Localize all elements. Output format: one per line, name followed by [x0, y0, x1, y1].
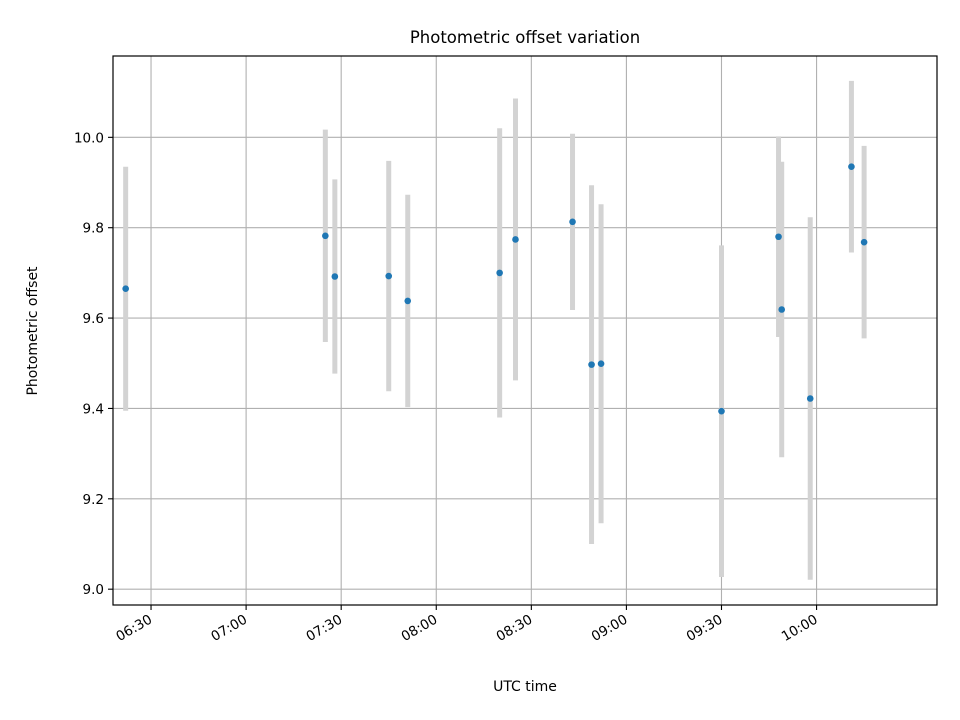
- data-point: [122, 285, 129, 293]
- y-tick-label: 9.4: [83, 401, 104, 417]
- data-point: [778, 306, 786, 313]
- chart-title: Photometric offset variation: [410, 28, 640, 47]
- plot-frame: [112, 55, 938, 606]
- y-tick-label: 9.8: [83, 221, 104, 237]
- y-axis-label: Photometric offset: [25, 266, 41, 396]
- y-tick-label: 9.2: [83, 492, 104, 508]
- data-point: [404, 297, 412, 305]
- y-tick-label: 9.0: [83, 582, 104, 598]
- data-point: [588, 361, 595, 368]
- data-point: [512, 236, 519, 243]
- data-point: [775, 233, 782, 241]
- data-point: [569, 218, 576, 226]
- data-point: [860, 238, 868, 246]
- data-point: [322, 232, 329, 240]
- data-points: [122, 163, 868, 415]
- y-tick-label: 9.6: [83, 311, 104, 327]
- data-point: [385, 272, 393, 280]
- x-axis-label: UTC time: [493, 679, 557, 695]
- grid: [113, 56, 937, 605]
- y-axis-ticks: 9.0 9.2 9.4 9.6 9.8 10.0: [74, 130, 113, 598]
- data-point: [806, 395, 814, 402]
- data-point: [718, 407, 725, 415]
- data-point: [848, 163, 855, 171]
- y-tick-label: 10.0: [74, 130, 104, 146]
- data-point: [496, 269, 503, 277]
- data-point: [331, 273, 339, 280]
- data-point: [597, 360, 605, 368]
